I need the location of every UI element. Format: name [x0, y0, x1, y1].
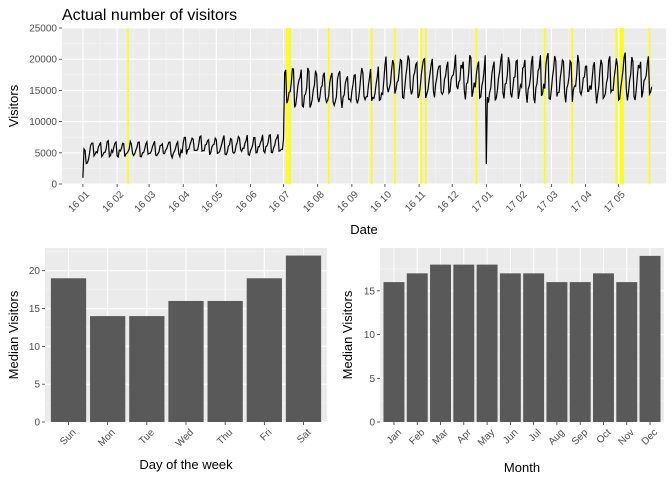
x-tick-label: 17 04	[569, 189, 595, 215]
x-tick-label: 16 09	[335, 189, 361, 215]
y-tick-label: 0	[369, 418, 375, 429]
bars	[383, 255, 661, 422]
weekday-bar-chart: 0 5 10 15 20 Sun Mon Tue Wed Thu Fri Sat Day of th…	[6, 248, 327, 472]
bar-jul	[523, 273, 545, 422]
x-tick-label: Mar	[431, 427, 451, 447]
x-tick-label: Mon	[96, 427, 118, 449]
bar-mar	[430, 264, 451, 422]
y-axis-ticks: 0 5000 10000 15000 20000 25000	[29, 24, 62, 191]
x-tick-label: Wed	[174, 427, 196, 449]
x-tick-label: 16 07	[267, 189, 293, 215]
visitors-time-series-chart: Actual number of visitors 0 5000 10000 1500…	[6, 7, 666, 237]
x-tick-label: Sat	[295, 427, 314, 446]
x-tick-label: Fri	[258, 427, 274, 443]
x-tick-label: 16 11	[403, 189, 428, 214]
x-tick-label: 16 05	[200, 189, 226, 215]
visitors-line	[82, 52, 653, 178]
x-tick-label: 16 02	[101, 189, 127, 215]
bar-sep	[569, 282, 591, 422]
y-axis-ticks: 0 5 10 15	[364, 286, 380, 429]
bar-thu	[207, 300, 243, 422]
y-tick-label: 20	[29, 266, 41, 277]
x-axis-ticks: 16 01 16 02 16 03 16 04 16 05 16 06 16 07 16 08…	[67, 184, 628, 215]
y-tick-label: 10	[364, 330, 376, 341]
holiday-highlights	[127, 28, 651, 184]
x-tick-label: Dec	[640, 427, 660, 447]
y-tick-label: 10000	[29, 117, 57, 128]
bar-aug	[546, 282, 568, 422]
y-tick-label: 0	[34, 418, 40, 429]
bar-jan	[383, 282, 405, 422]
x-tick-label: 17 02	[504, 189, 530, 215]
bar-sun	[50, 278, 87, 422]
y-axis-label: Median Visitors	[6, 290, 21, 379]
x-axis-ticks: Jan Feb Mar Apr May Jun Jul Aug Sep Oct Nov Dec	[385, 422, 660, 448]
y-tick-label: 25000	[29, 24, 57, 35]
x-tick-label: Sun	[58, 427, 78, 447]
x-tick-label: Apr	[455, 427, 474, 446]
x-tick-label: Thu	[215, 427, 235, 447]
chart-title: Actual number of visitors	[62, 7, 237, 24]
x-tick-label: 16 10	[369, 189, 395, 215]
bar-nov	[616, 282, 638, 422]
y-tick-label: 0	[51, 180, 57, 191]
x-tick-label: 16 12	[436, 189, 462, 215]
bar-sat	[285, 255, 322, 422]
bar-fri	[246, 278, 282, 422]
bar-apr	[453, 264, 475, 422]
bar-may	[476, 264, 498, 422]
x-tick-label: 17 05	[602, 189, 628, 215]
x-tick-label: 17 01	[470, 189, 496, 215]
y-axis-label: Visitors	[6, 84, 21, 127]
x-tick-label: Aug	[547, 427, 567, 447]
y-tick-label: 15	[29, 304, 41, 315]
x-tick-label: Jan	[385, 427, 404, 446]
x-axis-label: Day of the week	[139, 457, 233, 472]
x-tick-label: 16 08	[301, 189, 327, 215]
bar-tue	[129, 316, 165, 422]
bars	[50, 255, 322, 422]
x-axis-label: Month	[504, 460, 540, 475]
y-tick-label: 5	[34, 380, 40, 391]
y-tick-label: 15000	[29, 86, 57, 97]
x-tick-label: Jun	[501, 427, 520, 446]
x-axis-ticks: Sun Mon Tue Wed Thu Fri Sat	[58, 422, 314, 449]
bar-mon	[90, 316, 126, 422]
x-axis-label: Date	[350, 222, 377, 237]
x-tick-label: 16 03	[133, 189, 159, 215]
x-tick-label: May	[476, 427, 497, 448]
y-tick-label: 5	[369, 374, 375, 385]
bar-jun	[499, 273, 521, 422]
x-tick-label: 16 04	[167, 189, 193, 215]
bar-wed	[168, 300, 204, 422]
x-tick-label: Oct	[595, 427, 614, 446]
x-tick-label: 16 01	[67, 189, 93, 215]
x-tick-label: Sep	[570, 427, 591, 448]
month-bar-chart: 0 5 10 15 Jan Feb Mar Apr May Jun Jul Aug Sep Oct Nov…	[340, 248, 664, 475]
y-tick-label: 20000	[29, 55, 57, 66]
x-tick-label: Feb	[407, 427, 427, 447]
x-tick-label: 17 03	[535, 189, 561, 215]
x-tick-label: Tue	[137, 427, 157, 447]
y-tick-label: 10	[29, 342, 41, 353]
y-tick-label: 5000	[35, 148, 58, 159]
grid-lines	[62, 27, 666, 185]
bar-feb	[406, 273, 428, 422]
bar-oct	[593, 273, 614, 422]
y-axis-label: Median Visitors	[340, 290, 355, 379]
x-tick-label: Jul	[527, 427, 544, 444]
y-tick-label: 15	[364, 286, 376, 297]
x-tick-label: 16 06	[234, 189, 260, 215]
y-axis-ticks: 0 5 10 15 20	[29, 266, 45, 429]
x-tick-label: Nov	[616, 427, 636, 447]
bar-dec	[639, 255, 661, 422]
